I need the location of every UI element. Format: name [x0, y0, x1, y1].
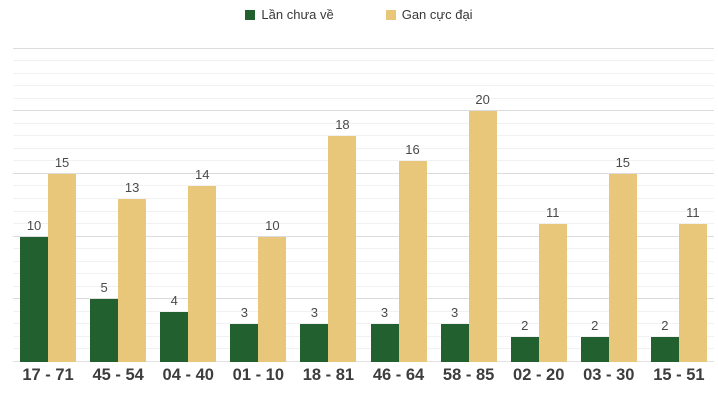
major-gridline [13, 172, 714, 174]
bar-lan-chua-ve[interactable]: 3 [300, 305, 329, 362]
minor-gridline [13, 323, 714, 325]
bar-group-18-81: 3 18 [293, 46, 363, 362]
bar-value-label: 15 [615, 154, 631, 170]
bar-value-label: 20 [475, 92, 490, 108]
chart-legend: Lần chưa về Gan cực đại [0, 7, 718, 22]
minor-gridline [13, 122, 714, 124]
x-axis-label: 01 - 10 [232, 366, 285, 384]
bar-group-04-40: 4 14 [153, 46, 223, 362]
bar-lan-chua-ve[interactable]: 10 [20, 218, 49, 362]
x-axis-label: 15 - 51 [653, 366, 705, 384]
major-gridline [13, 47, 714, 49]
bar-gan-cuc-dai[interactable]: 15 [48, 155, 77, 362]
x-axis-label: 58 - 85 [442, 366, 495, 384]
bar-lan-chua-ve[interactable]: 3 [230, 305, 259, 362]
legend-item-lan-chua-ve: Lần chưa về [245, 7, 334, 22]
bar-group-01-10: 3 10 [223, 46, 293, 362]
bar-value-label: 15 [54, 154, 70, 170]
major-gridline [13, 361, 714, 362]
bar-group-45-54: 5 13 [83, 46, 153, 362]
minor-gridline [13, 348, 714, 350]
bars-row: 10 15 5 13 4 14 3 10 3 18 3 16 3 20 2 11 2 15 2 11 [13, 46, 714, 362]
bar-lan-chua-ve[interactable]: 2 [510, 318, 539, 362]
minor-gridline [13, 197, 714, 199]
bar-value-label: 2 [591, 317, 599, 333]
x-axis-label: 45 - 54 [92, 366, 144, 384]
bar-value-label: 2 [521, 317, 529, 333]
bar-group-02-20: 2 11 [504, 46, 574, 362]
minor-gridline [13, 223, 714, 225]
legend-swatch-gold-icon [385, 9, 396, 20]
bar-value-label: 3 [450, 305, 459, 321]
bar-gan-cuc-dai[interactable]: 16 [398, 142, 427, 362]
major-gridline [13, 235, 714, 237]
bar-group-17-71: 10 15 [13, 46, 83, 362]
x-axis-label: 04 - 40 [162, 366, 214, 384]
legend-label: Gan cực đại [401, 7, 473, 22]
x-axis-label: 17 - 71 [22, 366, 74, 384]
bar-lan-chua-ve[interactable]: 2 [650, 318, 679, 362]
bar-value-label: 11 [686, 205, 700, 221]
bar-lan-chua-ve[interactable]: 3 [370, 305, 399, 362]
bar-value-label: 3 [380, 305, 389, 321]
bar-gan-cuc-dai[interactable]: 13 [118, 180, 147, 362]
legend-label: Lần chưa về [261, 7, 334, 22]
minor-gridline [13, 97, 714, 99]
major-gridline [13, 298, 714, 300]
minor-gridline [13, 160, 714, 162]
bar-lan-chua-ve[interactable]: 2 [580, 318, 609, 362]
legend-item-gan-cuc-dai: Gan cực đại [385, 7, 473, 22]
bar-lan-chua-ve[interactable]: 4 [160, 293, 189, 362]
bar-value-label: 3 [240, 305, 248, 321]
minor-gridline [13, 248, 714, 250]
minor-gridline [13, 210, 714, 212]
bar-value-label: 5 [100, 280, 108, 296]
bar-value-label: 13 [124, 179, 140, 195]
minor-gridline [13, 147, 714, 149]
bar-group-46-64: 3 16 [363, 46, 433, 362]
bar-gan-cuc-dai[interactable]: 20 [468, 92, 497, 362]
major-gridline [13, 110, 714, 112]
bar-lan-chua-ve[interactable]: 3 [440, 305, 469, 362]
bar-gan-cuc-dai[interactable]: 15 [608, 155, 637, 362]
x-axis-label: 02 - 20 [513, 366, 565, 384]
bar-value-label: 4 [170, 292, 178, 308]
bar-value-label: 3 [310, 305, 319, 321]
bar-value-label: 11 [545, 205, 560, 221]
minor-gridline [13, 335, 714, 337]
bar-value-label: 10 [265, 217, 280, 233]
bar-value-label: 16 [405, 142, 420, 158]
x-axis-labels: 17 - 71 45 - 54 04 - 40 01 - 10 18 - 81 46 - … [13, 366, 714, 385]
minor-gridline [13, 72, 714, 74]
bar-value-label: 10 [26, 217, 42, 233]
bar-gan-cuc-dai[interactable]: 11 [538, 205, 567, 362]
x-axis-label: 03 - 30 [583, 366, 635, 384]
plot-area: 10 15 5 13 4 14 3 10 3 18 3 16 3 20 2 11 2 15 2 11 [13, 46, 714, 362]
bar-gan-cuc-dai[interactable]: 10 [258, 218, 287, 362]
minor-gridline [13, 185, 714, 187]
bar-gan-cuc-dai[interactable]: 14 [188, 167, 217, 362]
x-axis-label: 46 - 64 [372, 366, 425, 384]
bar-group-58-85: 3 20 [434, 46, 504, 362]
x-axis-label: 18 - 81 [302, 366, 355, 384]
bar-value-label: 2 [661, 317, 669, 333]
bar-group-03-30: 2 15 [574, 46, 644, 362]
legend-swatch-green-icon [245, 9, 256, 20]
bar-gan-cuc-dai[interactable]: 11 [678, 205, 707, 362]
minor-gridline [13, 135, 714, 137]
bar-gan-cuc-dai[interactable]: 18 [328, 117, 357, 362]
bar-value-label: 18 [335, 117, 350, 133]
minor-gridline [13, 285, 714, 287]
bar-group-15-51: 2 11 [644, 46, 714, 362]
bar-lan-chua-ve[interactable]: 5 [90, 280, 119, 362]
bar-value-label: 14 [195, 167, 210, 183]
minor-gridline [13, 85, 714, 87]
minor-gridline [13, 310, 714, 312]
minor-gridline [13, 60, 714, 62]
minor-gridline [13, 260, 714, 262]
minor-gridline [13, 273, 714, 275]
